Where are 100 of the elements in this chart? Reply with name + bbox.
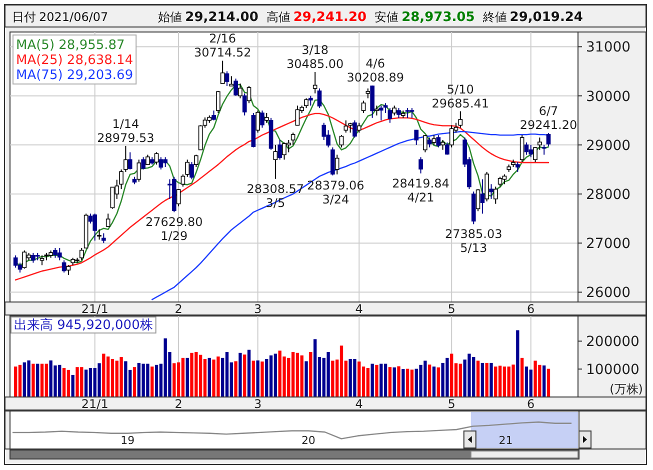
- candlestick: [344, 120, 348, 134]
- candlestick: [423, 134, 428, 153]
- bar: [291, 352, 295, 397]
- x-tick-label: 2: [174, 397, 182, 411]
- candlestick: [374, 105, 379, 116]
- y-tick-label: 29000: [586, 138, 631, 154]
- bar: [66, 370, 70, 397]
- bar: [542, 365, 546, 397]
- candlestick: [498, 176, 502, 188]
- bar: [62, 368, 66, 397]
- candlestick: [308, 95, 313, 106]
- bar: [88, 368, 92, 397]
- bar: [309, 352, 312, 397]
- bar: [498, 366, 502, 397]
- bar: [370, 364, 374, 397]
- candlestick: [361, 100, 366, 114]
- candlestick: [405, 108, 410, 118]
- bar: [181, 358, 185, 397]
- y-tick-label: 200000: [586, 334, 640, 350]
- candlestick: [427, 137, 432, 148]
- candlestick: [352, 120, 357, 138]
- candlestick: [92, 213, 98, 242]
- bar: [106, 356, 110, 397]
- bar: [208, 358, 211, 397]
- candlestick: [436, 134, 441, 148]
- bar: [520, 358, 524, 397]
- text: 2021/06/07: [39, 10, 108, 24]
- bar: [238, 352, 242, 397]
- candlestick: [62, 260, 66, 274]
- x-tick-label: 3: [254, 397, 262, 411]
- y-tick-label: 26000: [586, 285, 631, 302]
- bar: [331, 360, 334, 397]
- candlestick: [260, 110, 264, 128]
- candlestick: [317, 88, 322, 109]
- text: 29,214.00: [185, 10, 258, 25]
- annotation: 6/7 29241.20: [520, 104, 578, 132]
- bar: [428, 364, 432, 397]
- candlestick: [102, 232, 106, 244]
- bar: [27, 360, 30, 397]
- candlestick: [176, 188, 181, 207]
- bar: [450, 354, 454, 397]
- x-tick-label: 21: [498, 434, 513, 447]
- bar: [110, 359, 114, 397]
- bar: [476, 360, 480, 397]
- candlestick: [264, 112, 269, 124]
- x-tick-label: 19: [120, 434, 135, 447]
- bar: [260, 362, 264, 397]
- candlestick: [79, 248, 84, 261]
- candlestick: [154, 152, 159, 166]
- candlestick: [378, 105, 384, 121]
- candlestick: [520, 134, 524, 163]
- candlestick: [246, 86, 252, 104]
- candlestick: [502, 174, 507, 185]
- x-tick-label: 4: [355, 302, 363, 316]
- text: 日付: [12, 10, 36, 24]
- bar: [190, 352, 194, 397]
- text: 28,973.05: [402, 10, 475, 25]
- candlestick: [106, 213, 110, 227]
- annotation: 4/6 30208.89: [346, 56, 404, 85]
- text: 始値: [158, 10, 182, 24]
- text: 安値: [374, 10, 399, 24]
- bar: [458, 364, 462, 397]
- bar: [14, 366, 18, 397]
- bar: [84, 370, 88, 397]
- bar: [516, 330, 520, 397]
- bar: [480, 362, 484, 397]
- candlestick: [356, 122, 362, 134]
- candlestick: [410, 108, 414, 118]
- annotation: 1/14 28979.53: [97, 116, 154, 145]
- candlestick: [458, 110, 463, 128]
- candlestick: [194, 154, 198, 168]
- x-tick-label: 20: [301, 434, 316, 447]
- bar: [384, 364, 388, 397]
- annotation: 5/10 29685.41: [432, 82, 490, 110]
- bar: [512, 364, 515, 397]
- bar: [326, 352, 330, 397]
- candlestick: [290, 132, 296, 146]
- candlestick: [493, 186, 498, 204]
- candlestick: [516, 162, 520, 172]
- candlestick: [66, 264, 71, 276]
- candlestick: [97, 228, 102, 240]
- candlestick: [476, 188, 480, 212]
- candlestick: [366, 88, 370, 99]
- bar: [243, 354, 246, 397]
- candlestick: [440, 140, 445, 150]
- candlestick: [273, 144, 278, 180]
- bar: [366, 368, 370, 397]
- y-tick-label: 27000: [586, 236, 631, 252]
- x-tick-label: 3: [254, 302, 262, 316]
- x-tick-label: 4: [355, 397, 363, 411]
- candlestick: [190, 162, 194, 180]
- x-tick-label: 5: [448, 302, 456, 316]
- text: 高値: [266, 10, 290, 24]
- bar: [186, 358, 189, 397]
- x-tick-label: 6: [527, 397, 535, 411]
- bar: [546, 368, 550, 397]
- bar: [524, 366, 528, 397]
- candlestick: [136, 159, 142, 182]
- candlestick: [141, 156, 146, 170]
- bar: [494, 366, 498, 397]
